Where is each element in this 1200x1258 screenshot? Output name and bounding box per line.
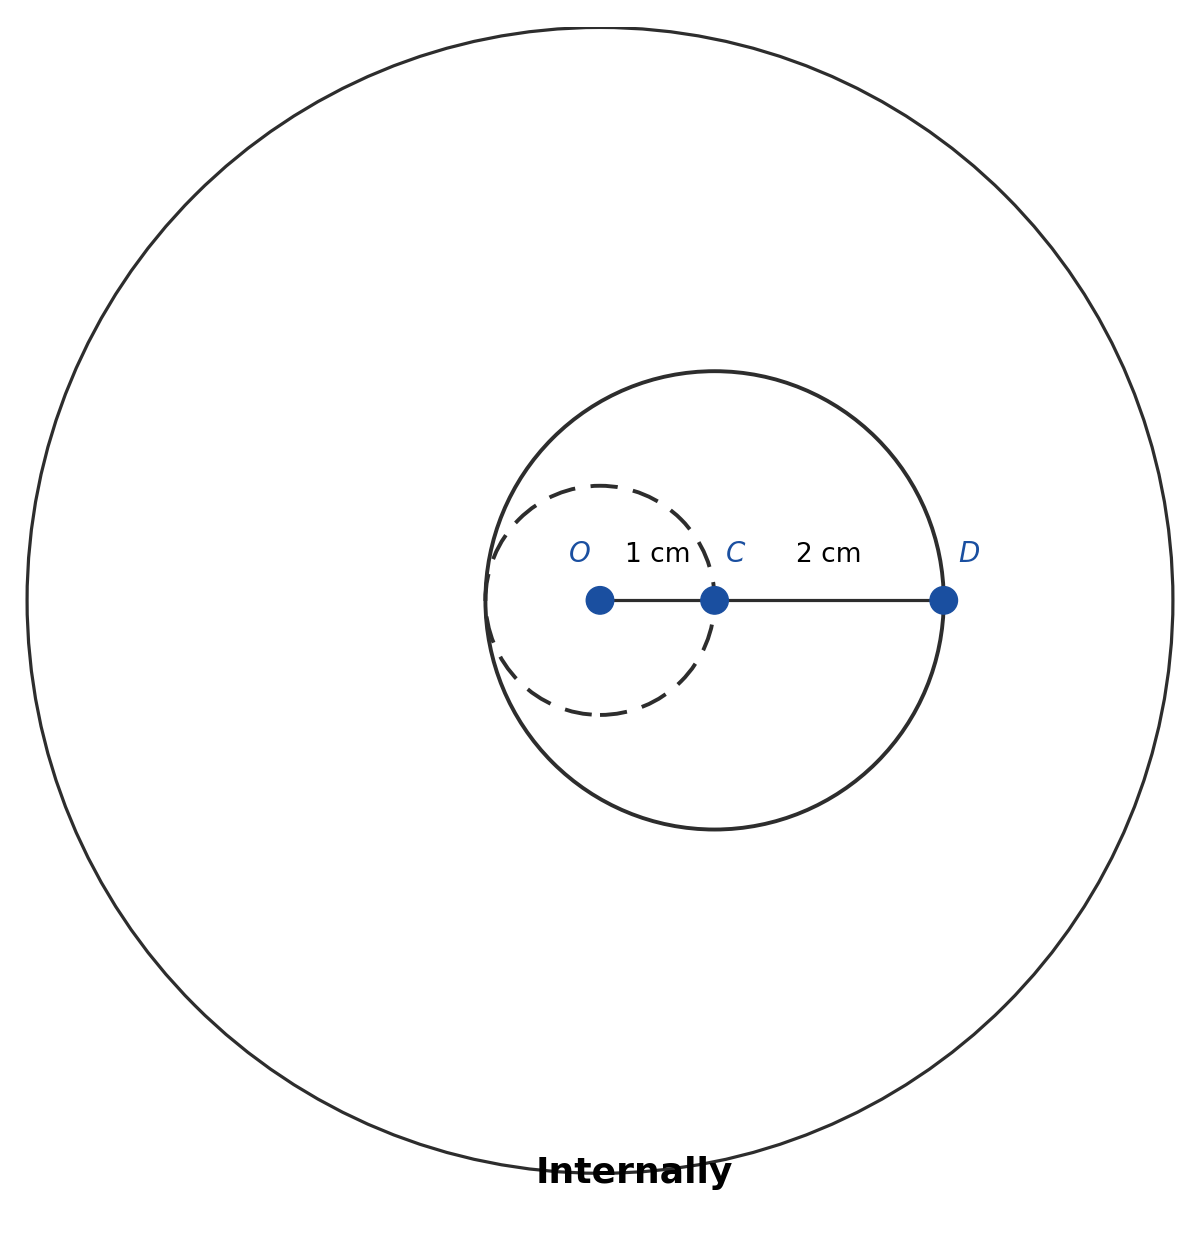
Circle shape bbox=[930, 586, 958, 614]
Text: O: O bbox=[569, 540, 590, 569]
Text: Internally: Internally bbox=[535, 1156, 733, 1190]
Circle shape bbox=[587, 586, 613, 614]
Text: 2 cm: 2 cm bbox=[797, 542, 862, 569]
Text: D: D bbox=[959, 540, 979, 569]
Text: C: C bbox=[726, 540, 745, 569]
Circle shape bbox=[701, 586, 728, 614]
Text: 1 cm: 1 cm bbox=[624, 542, 690, 569]
